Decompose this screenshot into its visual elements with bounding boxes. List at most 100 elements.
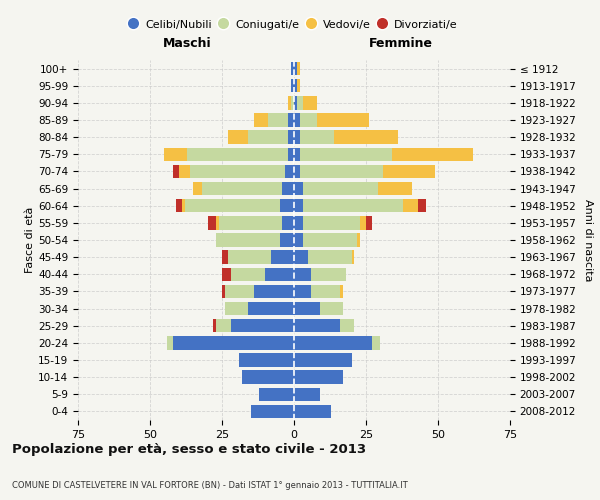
Bar [294,182,302,196]
Bar [283,182,294,196]
Bar [294,319,340,332]
Bar [300,130,334,144]
Bar [308,250,352,264]
Bar [179,164,190,178]
Bar [360,216,366,230]
Bar [268,114,288,126]
Bar [216,216,219,230]
Bar [311,284,340,298]
Bar [294,250,308,264]
Bar [167,336,173,349]
Bar [302,234,358,246]
Bar [392,148,473,161]
Bar [372,336,380,349]
Bar [294,96,297,110]
Bar [225,284,254,298]
Bar [280,199,294,212]
Bar [222,284,225,298]
Bar [291,62,294,76]
Bar [294,336,372,349]
Y-axis label: Anni di nascita: Anni di nascita [583,198,593,281]
Bar [271,250,294,264]
Bar [283,216,294,230]
Bar [297,79,300,92]
Bar [288,114,294,126]
Bar [288,130,294,144]
Bar [259,388,294,401]
Bar [190,164,286,178]
Bar [320,302,343,316]
Bar [294,354,352,366]
Bar [294,302,320,316]
Bar [302,199,403,212]
Bar [288,96,291,110]
Bar [202,182,283,196]
Y-axis label: Fasce di età: Fasce di età [25,207,35,273]
Bar [358,234,360,246]
Bar [302,182,377,196]
Bar [317,114,369,126]
Bar [294,234,302,246]
Bar [311,268,346,281]
Bar [297,96,302,110]
Bar [214,319,216,332]
Text: Femmine: Femmine [368,36,433,50]
Legend: Celibi/Nubili, Coniugati/e, Vedovi/e, Divorziati/e: Celibi/Nubili, Coniugati/e, Vedovi/e, Di… [131,19,457,30]
Bar [334,130,398,144]
Bar [291,96,294,110]
Bar [193,182,202,196]
Bar [366,216,372,230]
Bar [294,199,302,212]
Bar [225,302,248,316]
Bar [265,268,294,281]
Bar [173,164,179,178]
Text: COMUNE DI CASTELVETERE IN VAL FORTORE (BN) - Dati ISTAT 1° gennaio 2013 - TUTTIT: COMUNE DI CASTELVETERE IN VAL FORTORE (B… [12,480,408,490]
Bar [242,370,294,384]
Bar [219,216,283,230]
Bar [254,284,294,298]
Bar [248,130,288,144]
Bar [294,404,331,418]
Bar [164,148,187,161]
Text: Maschi: Maschi [163,36,212,50]
Bar [294,216,302,230]
Bar [294,370,343,384]
Bar [403,199,418,212]
Bar [187,148,288,161]
Bar [294,148,300,161]
Bar [300,114,317,126]
Bar [230,319,294,332]
Bar [280,234,294,246]
Bar [176,199,182,212]
Bar [185,199,280,212]
Text: Popolazione per età, sesso e stato civile - 2013: Popolazione per età, sesso e stato civil… [12,442,366,456]
Bar [294,130,300,144]
Bar [294,114,300,126]
Bar [291,79,294,92]
Bar [294,79,297,92]
Bar [288,148,294,161]
Bar [383,164,435,178]
Bar [222,250,228,264]
Bar [340,284,343,298]
Bar [300,164,383,178]
Bar [294,388,320,401]
Bar [182,199,185,212]
Bar [294,62,297,76]
Bar [239,354,294,366]
Bar [340,319,355,332]
Bar [300,148,392,161]
Bar [228,130,248,144]
Bar [248,302,294,316]
Bar [228,250,271,264]
Bar [377,182,412,196]
Bar [173,336,294,349]
Bar [418,199,427,212]
Bar [222,268,230,281]
Bar [208,216,216,230]
Bar [302,96,317,110]
Bar [254,114,268,126]
Bar [251,404,294,418]
Bar [216,319,230,332]
Bar [297,62,300,76]
